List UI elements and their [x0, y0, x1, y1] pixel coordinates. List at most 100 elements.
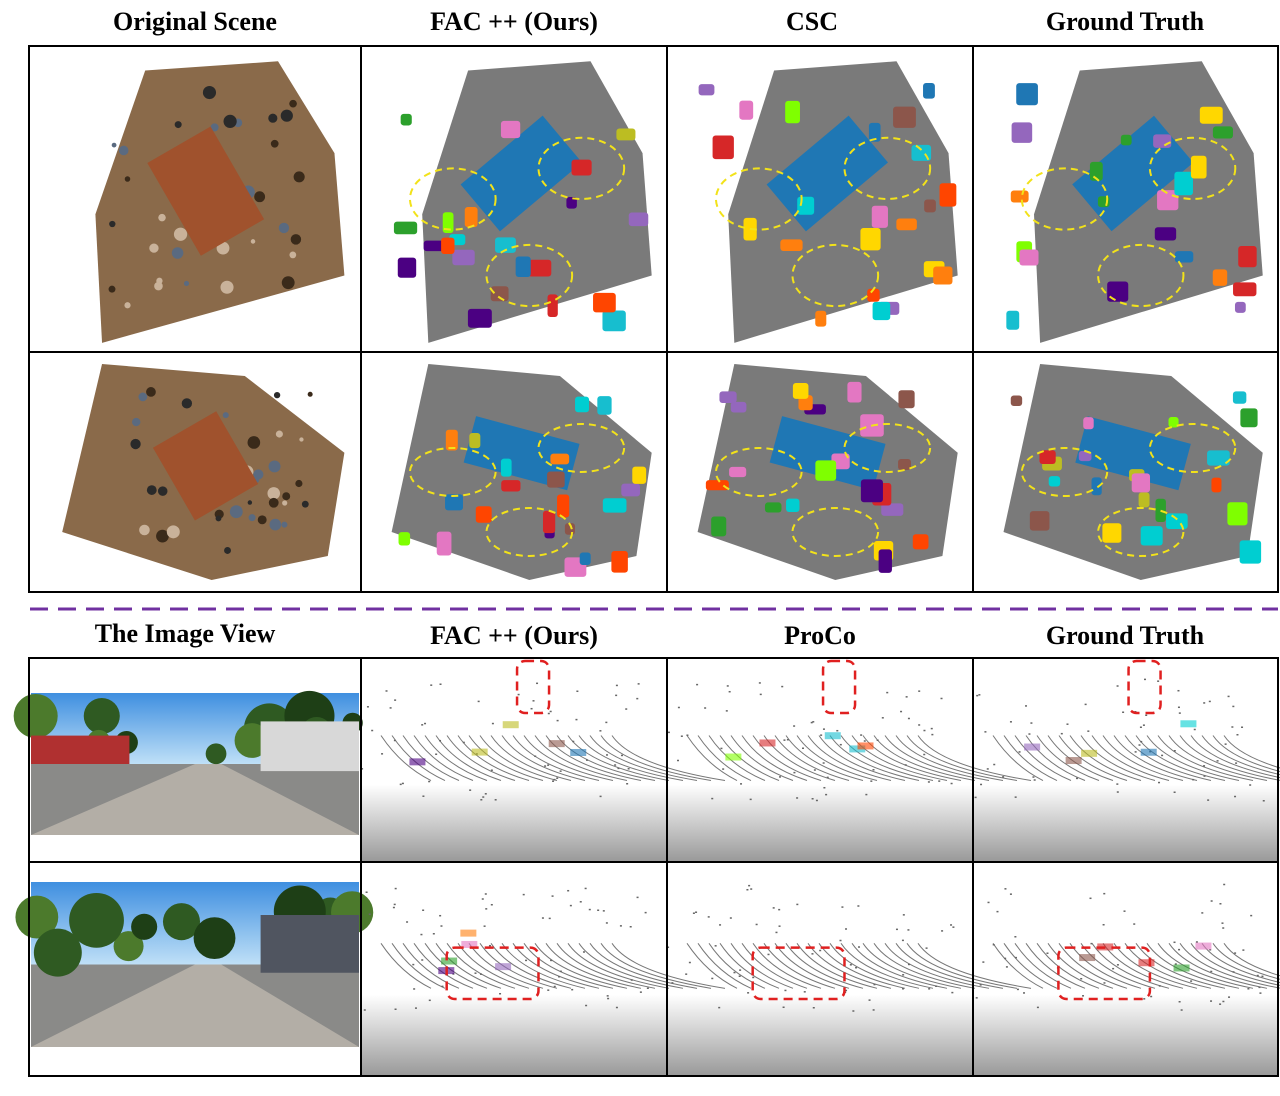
scan-line: [697, 943, 752, 989]
point: [1177, 689, 1180, 692]
point: [907, 963, 910, 966]
box-label: [725, 753, 742, 761]
table: [769, 416, 886, 491]
scene-speckle: [109, 220, 116, 228]
instance: [575, 396, 590, 413]
scan-line: [589, 943, 698, 989]
instance: [616, 128, 636, 141]
point: [428, 780, 431, 783]
point: [363, 1009, 366, 1011]
point: [559, 770, 562, 772]
point: [532, 700, 535, 702]
point: [393, 903, 396, 906]
point: [414, 1007, 417, 1009]
scan-line: [578, 943, 684, 989]
scan-line: [1124, 735, 1212, 782]
instance: [500, 458, 512, 477]
point: [901, 939, 904, 942]
point: [1242, 949, 1245, 951]
point: [1180, 1009, 1183, 1011]
point: [365, 891, 368, 893]
point: [517, 693, 520, 696]
point: [803, 991, 806, 993]
point: [636, 896, 639, 899]
point: [1234, 795, 1237, 798]
scene-speckle: [146, 485, 157, 495]
point: [639, 991, 642, 993]
instance: [1227, 502, 1248, 526]
point: [667, 731, 670, 734]
instance: [495, 237, 516, 253]
scene-speckle: [281, 276, 295, 290]
scan-line: [992, 943, 1044, 989]
instance: [1211, 477, 1222, 493]
point: [993, 763, 996, 766]
box-label: [1065, 757, 1082, 765]
point: [1208, 700, 1211, 703]
point: [722, 768, 725, 770]
point: [432, 933, 435, 935]
point: [422, 909, 425, 911]
point: [1028, 733, 1031, 735]
scan-line: [884, 943, 990, 989]
scan-line: [402, 943, 460, 989]
point: [1005, 966, 1008, 968]
point: [1080, 977, 1083, 980]
point: [413, 988, 416, 990]
point: [556, 777, 559, 779]
scan-line: [1146, 735, 1240, 782]
panel-frame: [972, 861, 1279, 1077]
scene-speckle: [173, 227, 188, 241]
scan-line: [774, 943, 850, 989]
point: [812, 1007, 815, 1009]
point: [550, 959, 553, 962]
instance: [1234, 301, 1246, 313]
point: [1116, 685, 1119, 687]
point: [872, 1009, 875, 1011]
point: [1222, 1000, 1225, 1003]
point: [1203, 775, 1206, 777]
point: [711, 977, 714, 980]
point: [1221, 922, 1224, 924]
instance: [397, 257, 417, 278]
highlight: [714, 447, 803, 497]
point: [881, 717, 884, 719]
point: [401, 782, 404, 785]
panel: [393, 61, 652, 343]
scene-speckle: [250, 239, 256, 244]
highlight: [1097, 507, 1185, 557]
point: [422, 795, 425, 797]
instance: [719, 391, 737, 404]
photo-tree: [33, 928, 82, 977]
instance: [780, 239, 803, 252]
point: [1219, 903, 1222, 905]
highlight: [485, 243, 574, 308]
scene-speckle: [224, 547, 231, 554]
scan-line: [1058, 943, 1128, 989]
column-header: The Image View: [95, 619, 276, 648]
point: [541, 917, 544, 919]
point: [860, 734, 863, 736]
lidar-fade: [974, 994, 1277, 1075]
point: [484, 793, 487, 795]
point: [582, 951, 585, 953]
instance: [571, 159, 592, 176]
point: [811, 953, 814, 955]
instance: [490, 286, 509, 302]
scan-line: [1190, 735, 1280, 779]
instance: [881, 503, 904, 516]
point: [1002, 776, 1005, 778]
scan-line: [796, 943, 878, 989]
point: [692, 912, 695, 914]
point: [1089, 897, 1092, 900]
point: [483, 925, 486, 927]
point: [811, 798, 814, 800]
instance: [557, 494, 570, 518]
instance: [1029, 511, 1050, 531]
scan-line: [741, 735, 808, 781]
scan-line: [413, 735, 474, 781]
point: [1145, 714, 1148, 716]
point: [435, 753, 438, 755]
scene-speckle: [171, 247, 184, 259]
point: [1209, 949, 1212, 951]
